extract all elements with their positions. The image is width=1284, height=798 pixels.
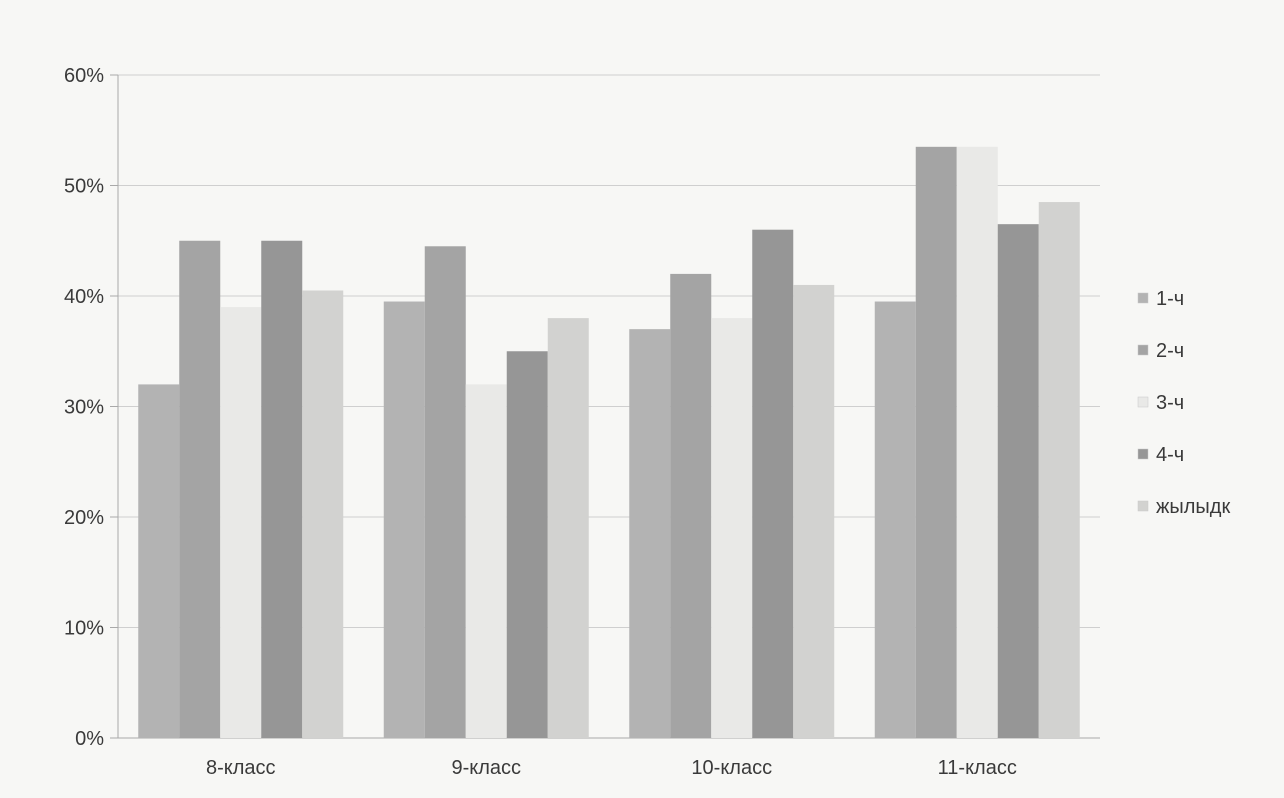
bar-4-ч-8-класс bbox=[261, 240, 303, 738]
legend-label: 4-ч bbox=[1156, 444, 1184, 466]
bar-жылыдк-11-класс bbox=[1038, 202, 1080, 738]
bars bbox=[138, 146, 1080, 739]
bar-3-ч-8-класс bbox=[220, 307, 262, 738]
x-category-label: 11-класс bbox=[938, 757, 1017, 779]
bar-1-ч-9-класс bbox=[383, 301, 425, 738]
y-tick-label: 30% bbox=[64, 397, 104, 419]
bar-4-ч-10-класс bbox=[752, 229, 794, 738]
bar-4-ч-9-класс bbox=[506, 351, 548, 738]
y-tick-label: 10% bbox=[64, 618, 104, 640]
x-axis: 8-класс 9-класс 10-класс 11-класс bbox=[206, 757, 1017, 779]
bar-жылыдк-8-класс bbox=[302, 290, 344, 738]
legend-swatch bbox=[1137, 500, 1149, 512]
bar-1-ч-8-класс bbox=[138, 384, 180, 738]
legend: 1-ч 2-ч 3-ч 4-ч жылыдк bbox=[1137, 288, 1230, 518]
y-tick-label: 20% bbox=[64, 507, 104, 529]
bar-жылыдк-9-класс bbox=[547, 318, 589, 738]
bar-жылыдк-10-класс bbox=[793, 284, 835, 738]
bar-1-ч-11-класс bbox=[874, 301, 916, 738]
legend-swatch bbox=[1137, 396, 1149, 408]
bar-2-ч-9-класс bbox=[424, 246, 466, 738]
bar-2-ч-8-класс bbox=[179, 240, 221, 738]
bar-3-ч-10-класс bbox=[711, 318, 753, 738]
legend-label: 3-ч bbox=[1156, 392, 1184, 414]
legend-label: жылыдк bbox=[1156, 496, 1230, 518]
x-category-label: 10-класс bbox=[691, 757, 772, 779]
bar-3-ч-9-класс bbox=[465, 384, 507, 738]
y-tick-label: 40% bbox=[64, 286, 104, 308]
x-category-label: 8-класс bbox=[206, 757, 276, 779]
plot-area: 0% 10% 20% 30% 40% 50% 60% 8-класс 9-класс 10-кл… bbox=[64, 65, 1100, 779]
y-tick-label: 0% bbox=[75, 728, 104, 750]
bar-1-ч-10-класс bbox=[629, 329, 671, 738]
bar-2-ч-11-класс bbox=[915, 146, 957, 738]
legend-swatch bbox=[1137, 344, 1149, 356]
bar-2-ч-10-класс bbox=[670, 273, 712, 738]
bar-4-ч-11-класс bbox=[997, 224, 1039, 739]
bar-3-ч-11-класс bbox=[956, 146, 998, 738]
legend-swatch bbox=[1137, 448, 1149, 460]
legend-swatch bbox=[1137, 292, 1149, 304]
legend-label: 1-ч bbox=[1156, 288, 1184, 310]
y-axis: 0% 10% 20% 30% 40% 50% 60% bbox=[64, 65, 119, 750]
legend-label: 2-ч bbox=[1156, 340, 1184, 362]
y-tick-label: 50% bbox=[64, 176, 104, 198]
y-tick-label: 60% bbox=[64, 65, 104, 87]
x-category-label: 9-класс bbox=[451, 757, 521, 779]
